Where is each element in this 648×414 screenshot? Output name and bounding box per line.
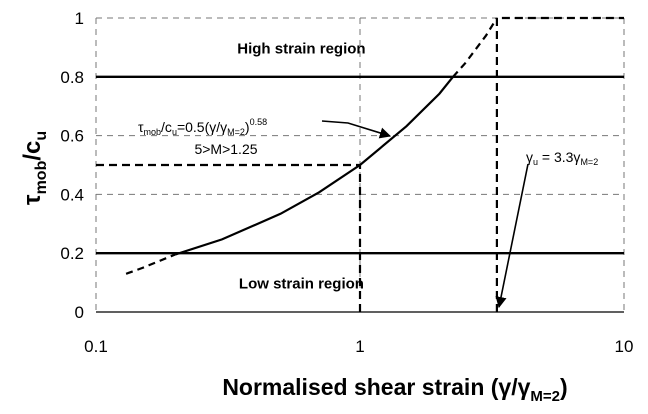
equation-annotation: τmob/cu=0.5(γ/γM=2)0.58 5>M>1.25	[138, 117, 392, 157]
series-line-dashed	[125, 253, 176, 275]
series-line-dashed	[452, 17, 498, 78]
y-axis-label: τmob/cu	[19, 131, 50, 205]
y-tick-label: 0.2	[60, 244, 84, 263]
equation-text: τmob/cu=0.5(γ/γM=2)0.58	[138, 117, 267, 137]
x-tick-labels: 0.1 1 10	[84, 337, 633, 356]
reference-line	[495, 16, 624, 312]
x-tick-label: 1	[355, 337, 364, 356]
region-label-low: Low strain region	[239, 276, 364, 293]
x-axis-label: Normalised shear strain (γ/γM=2)	[222, 374, 567, 405]
series-group	[125, 17, 498, 275]
y-tick-label: 0.6	[60, 127, 84, 146]
gamma-u-annotation: γu = 3.3γM=2	[495, 149, 598, 309]
gamma-u-arrow	[495, 163, 529, 309]
x-tick-label: 0.1	[84, 337, 108, 356]
y-tick-label: 0.4	[60, 185, 84, 204]
y-tick-labels: 0 0.2 0.4 0.6 0.8 1	[60, 9, 84, 322]
y-tick-label: 0	[75, 303, 84, 322]
region-label-high: High strain region	[237, 40, 365, 57]
equation-arrow	[321, 120, 392, 139]
x-tick-label: 10	[615, 337, 634, 356]
equation-condition: 5>M>1.25	[194, 141, 257, 157]
gamma-u-text: γu = 3.3γM=2	[526, 149, 598, 167]
y-tick-label: 0.8	[60, 68, 84, 87]
series-line-solid	[175, 76, 454, 256]
y-tick-label: 1	[75, 9, 84, 28]
